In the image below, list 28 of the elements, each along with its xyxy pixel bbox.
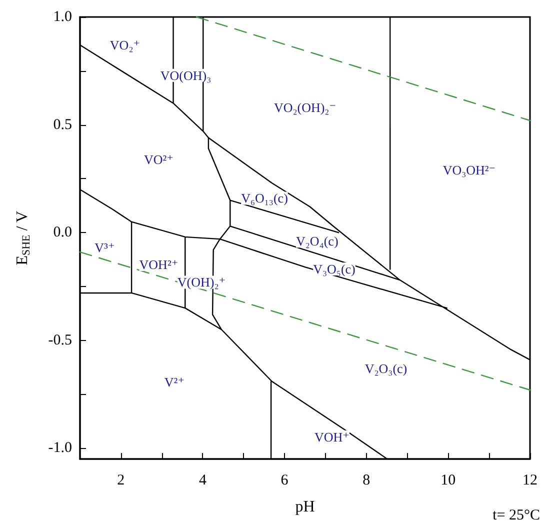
annotation: V³⁺	[94, 240, 115, 256]
annotation: VO₃OH²⁻	[442, 162, 496, 178]
annotation: VOH⁺	[314, 429, 350, 444]
x-tick-label: 10	[440, 472, 456, 488]
annotation: V²⁺	[164, 374, 185, 390]
annotation: V₃O₅(c)	[313, 261, 356, 276]
y-tick-label: 1.0	[53, 9, 72, 25]
annotation: VOH²⁺	[139, 257, 178, 272]
x-axis-title: pH	[295, 498, 316, 516]
y-tick-label: -0.5	[48, 332, 72, 348]
y-tick-label: 0.5	[53, 116, 72, 133]
x-tick-label: 4	[198, 472, 207, 488]
annotation: VO(OH)₃	[160, 68, 212, 83]
x-tick-label: 12	[522, 472, 538, 488]
y-axis-title: ESHE / V	[14, 210, 32, 266]
annotation: V₂O₄(c)	[296, 234, 338, 249]
annotation: V₂O₃(c)	[364, 360, 408, 376]
annotation: V₆O₁₃(c)	[241, 190, 288, 206]
annotation: VO₂(OH)₂⁻	[274, 100, 336, 116]
annotation: VO²⁺	[144, 152, 174, 167]
text: t= 25°C	[492, 508, 540, 524]
y-tick-label: -1.0	[48, 440, 72, 456]
x-tick-label: 6	[280, 472, 289, 488]
annotation: VO₂⁺	[110, 37, 140, 52]
x-tick-label: 8	[362, 472, 370, 488]
y-tick-label: 0.0	[53, 224, 72, 241]
annotation: V(OH)₂⁺	[177, 274, 226, 290]
x-tick-label: 2	[117, 472, 125, 488]
